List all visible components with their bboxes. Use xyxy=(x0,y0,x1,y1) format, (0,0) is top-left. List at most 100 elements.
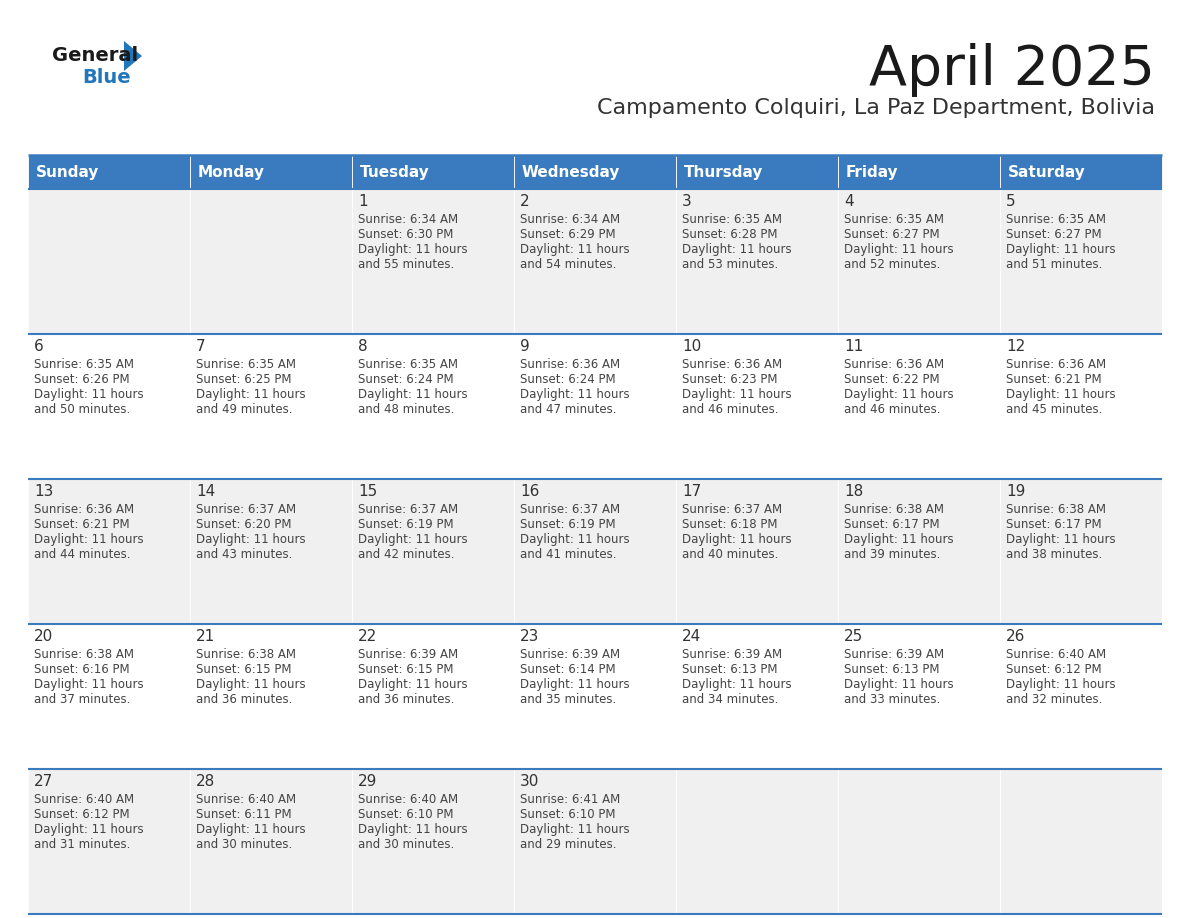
Bar xyxy=(838,155,1000,189)
Bar xyxy=(352,769,514,914)
Text: 18: 18 xyxy=(843,484,864,499)
Bar xyxy=(676,624,838,769)
Text: Sunrise: 6:34 AM: Sunrise: 6:34 AM xyxy=(520,213,620,226)
Bar xyxy=(1000,155,1162,189)
Bar xyxy=(514,769,676,914)
Text: Sunrise: 6:40 AM: Sunrise: 6:40 AM xyxy=(1006,648,1106,661)
Bar xyxy=(29,624,190,769)
Bar xyxy=(1000,769,1162,914)
Text: Sunset: 6:28 PM: Sunset: 6:28 PM xyxy=(682,228,777,241)
Text: Sunset: 6:24 PM: Sunset: 6:24 PM xyxy=(358,373,454,386)
Text: Sunrise: 6:37 AM: Sunrise: 6:37 AM xyxy=(196,503,296,516)
Bar xyxy=(190,189,352,334)
Text: 16: 16 xyxy=(520,484,539,499)
Text: and 36 minutes.: and 36 minutes. xyxy=(358,693,454,706)
Text: 26: 26 xyxy=(1006,629,1025,644)
Text: and 55 minutes.: and 55 minutes. xyxy=(358,258,454,271)
Bar xyxy=(1000,624,1162,769)
Text: Daylight: 11 hours: Daylight: 11 hours xyxy=(196,533,305,546)
Text: Sunset: 6:25 PM: Sunset: 6:25 PM xyxy=(196,373,291,386)
Text: Daylight: 11 hours: Daylight: 11 hours xyxy=(1006,388,1116,401)
Text: Daylight: 11 hours: Daylight: 11 hours xyxy=(358,243,468,256)
Text: Daylight: 11 hours: Daylight: 11 hours xyxy=(520,823,630,836)
Text: Sunset: 6:17 PM: Sunset: 6:17 PM xyxy=(1006,518,1101,531)
Text: Sunset: 6:24 PM: Sunset: 6:24 PM xyxy=(520,373,615,386)
Text: 3: 3 xyxy=(682,194,691,209)
Bar xyxy=(29,155,190,189)
Text: Sunset: 6:15 PM: Sunset: 6:15 PM xyxy=(358,663,454,676)
Text: Sunrise: 6:39 AM: Sunrise: 6:39 AM xyxy=(520,648,620,661)
Text: and 39 minutes.: and 39 minutes. xyxy=(843,548,941,561)
Text: Campamento Colquiri, La Paz Department, Bolivia: Campamento Colquiri, La Paz Department, … xyxy=(598,98,1155,118)
Text: and 38 minutes.: and 38 minutes. xyxy=(1006,548,1102,561)
Text: Sunset: 6:13 PM: Sunset: 6:13 PM xyxy=(682,663,777,676)
Text: 27: 27 xyxy=(34,774,53,789)
Text: Sunset: 6:22 PM: Sunset: 6:22 PM xyxy=(843,373,940,386)
Text: and 45 minutes.: and 45 minutes. xyxy=(1006,403,1102,416)
Bar xyxy=(352,334,514,479)
Text: Daylight: 11 hours: Daylight: 11 hours xyxy=(1006,678,1116,691)
Text: and 30 minutes.: and 30 minutes. xyxy=(358,838,454,851)
Text: Sunrise: 6:35 AM: Sunrise: 6:35 AM xyxy=(358,358,459,371)
Bar xyxy=(838,624,1000,769)
Text: 12: 12 xyxy=(1006,339,1025,354)
Text: Sunday: Sunday xyxy=(36,164,100,180)
Text: Sunrise: 6:36 AM: Sunrise: 6:36 AM xyxy=(1006,358,1106,371)
Text: and 42 minutes.: and 42 minutes. xyxy=(358,548,455,561)
Text: and 47 minutes.: and 47 minutes. xyxy=(520,403,617,416)
Text: and 37 minutes.: and 37 minutes. xyxy=(34,693,131,706)
Text: Sunrise: 6:35 AM: Sunrise: 6:35 AM xyxy=(1006,213,1106,226)
Bar xyxy=(29,189,190,334)
Text: Daylight: 11 hours: Daylight: 11 hours xyxy=(34,388,144,401)
Polygon shape xyxy=(124,41,143,71)
Bar xyxy=(29,479,190,624)
Text: Sunrise: 6:40 AM: Sunrise: 6:40 AM xyxy=(196,793,296,806)
Text: Daylight: 11 hours: Daylight: 11 hours xyxy=(34,823,144,836)
Text: Daylight: 11 hours: Daylight: 11 hours xyxy=(358,533,468,546)
Text: Tuesday: Tuesday xyxy=(360,164,430,180)
Text: and 54 minutes.: and 54 minutes. xyxy=(520,258,617,271)
Text: Daylight: 11 hours: Daylight: 11 hours xyxy=(520,678,630,691)
Text: 15: 15 xyxy=(358,484,378,499)
Text: and 40 minutes.: and 40 minutes. xyxy=(682,548,778,561)
Bar xyxy=(1000,189,1162,334)
Bar xyxy=(676,189,838,334)
Text: 8: 8 xyxy=(358,339,367,354)
Text: Daylight: 11 hours: Daylight: 11 hours xyxy=(682,388,791,401)
Text: and 53 minutes.: and 53 minutes. xyxy=(682,258,778,271)
Text: and 52 minutes.: and 52 minutes. xyxy=(843,258,941,271)
Bar xyxy=(352,479,514,624)
Text: 1: 1 xyxy=(358,194,367,209)
Bar xyxy=(352,189,514,334)
Text: Sunset: 6:14 PM: Sunset: 6:14 PM xyxy=(520,663,615,676)
Text: Daylight: 11 hours: Daylight: 11 hours xyxy=(1006,243,1116,256)
Text: Sunrise: 6:35 AM: Sunrise: 6:35 AM xyxy=(34,358,134,371)
Text: 7: 7 xyxy=(196,339,206,354)
Bar xyxy=(514,479,676,624)
Text: Sunset: 6:27 PM: Sunset: 6:27 PM xyxy=(843,228,940,241)
Text: 29: 29 xyxy=(358,774,378,789)
Text: Sunrise: 6:35 AM: Sunrise: 6:35 AM xyxy=(682,213,782,226)
Text: Sunrise: 6:37 AM: Sunrise: 6:37 AM xyxy=(358,503,459,516)
Text: Sunset: 6:26 PM: Sunset: 6:26 PM xyxy=(34,373,129,386)
Text: 24: 24 xyxy=(682,629,701,644)
Text: Daylight: 11 hours: Daylight: 11 hours xyxy=(682,533,791,546)
Text: and 33 minutes.: and 33 minutes. xyxy=(843,693,940,706)
Text: 20: 20 xyxy=(34,629,53,644)
Text: Thursday: Thursday xyxy=(684,164,764,180)
Text: Sunrise: 6:41 AM: Sunrise: 6:41 AM xyxy=(520,793,620,806)
Bar xyxy=(676,769,838,914)
Text: and 51 minutes.: and 51 minutes. xyxy=(1006,258,1102,271)
Text: 30: 30 xyxy=(520,774,539,789)
Text: and 36 minutes.: and 36 minutes. xyxy=(196,693,292,706)
Bar xyxy=(514,624,676,769)
Bar xyxy=(190,155,352,189)
Text: Daylight: 11 hours: Daylight: 11 hours xyxy=(196,388,305,401)
Text: and 44 minutes.: and 44 minutes. xyxy=(34,548,131,561)
Text: Daylight: 11 hours: Daylight: 11 hours xyxy=(358,388,468,401)
Text: Daylight: 11 hours: Daylight: 11 hours xyxy=(34,533,144,546)
Text: Sunset: 6:10 PM: Sunset: 6:10 PM xyxy=(358,808,454,821)
Text: Sunrise: 6:34 AM: Sunrise: 6:34 AM xyxy=(358,213,459,226)
Text: Sunset: 6:12 PM: Sunset: 6:12 PM xyxy=(1006,663,1101,676)
Text: Sunrise: 6:36 AM: Sunrise: 6:36 AM xyxy=(520,358,620,371)
